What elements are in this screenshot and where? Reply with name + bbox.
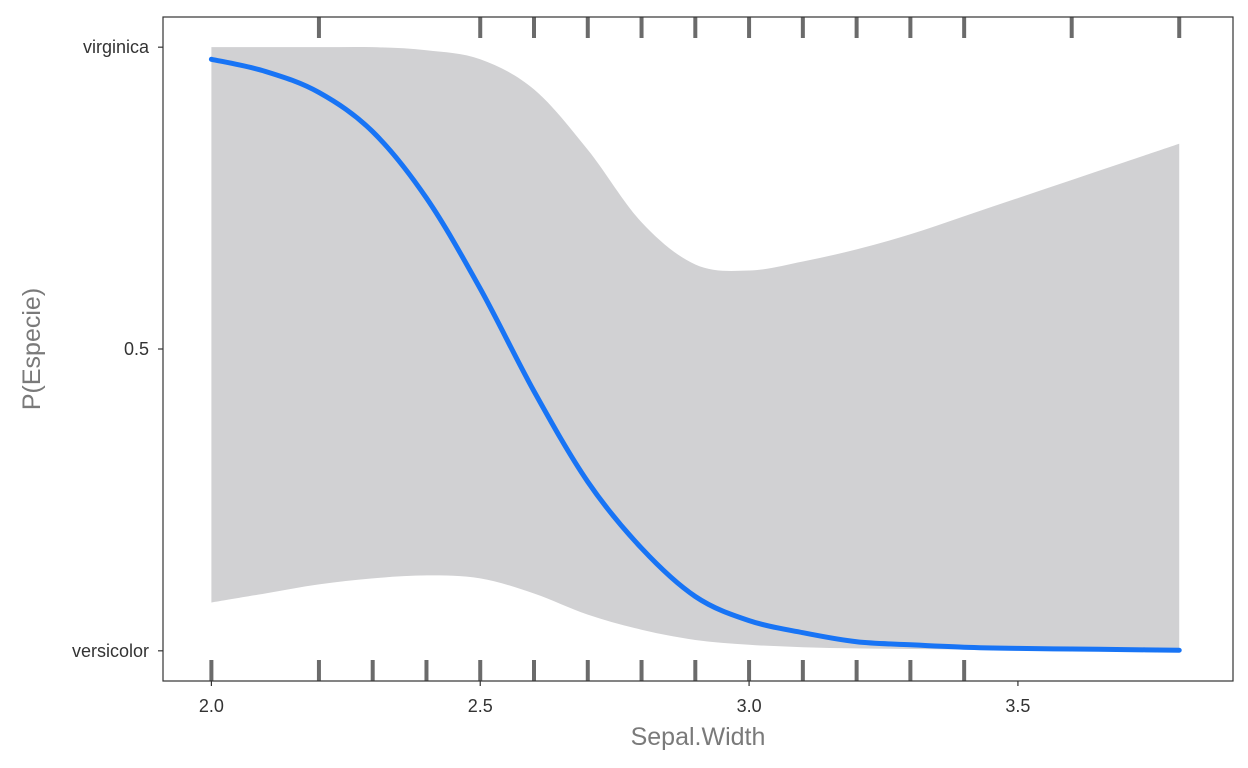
y-tick-label: versicolor — [72, 641, 149, 661]
y-tick-label: 0.5 — [124, 339, 149, 359]
confidence-band — [211, 46, 1180, 651]
confidence-band-layer — [211, 46, 1180, 651]
probability-line-layer — [208, 56, 1182, 653]
x-axis-title: Sepal.Width — [631, 723, 766, 751]
x-axis-ticks: 2.0 2.5 3.0 3.5 — [199, 681, 1030, 716]
y-axis-ticks: versicolor 0.5 virginica — [72, 37, 163, 661]
x-tick-label: 2.5 — [468, 696, 493, 716]
x-tick-label: 3.5 — [1005, 696, 1030, 716]
y-axis-title: P(Especie) — [18, 288, 46, 410]
probability-line — [208, 56, 1182, 653]
y-tick-label: virginica — [83, 37, 150, 57]
x-tick-label: 3.0 — [737, 696, 762, 716]
rug-layer — [209, 17, 1182, 681]
x-tick-label: 2.0 — [199, 696, 224, 716]
